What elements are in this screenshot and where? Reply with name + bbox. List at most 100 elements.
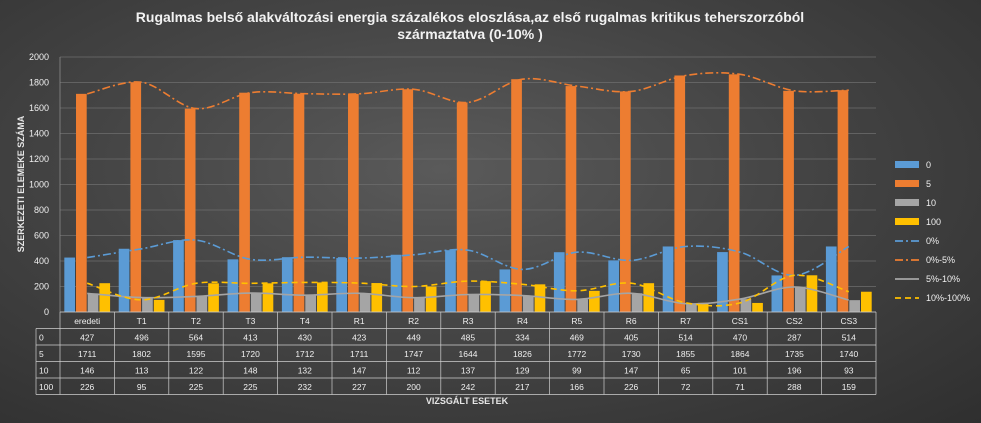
category-label: T2: [191, 316, 201, 326]
data-label: 113: [135, 366, 149, 376]
bar: [717, 252, 728, 312]
y-tick-label: 400: [34, 256, 49, 266]
bar: [425, 286, 437, 312]
data-label: 132: [298, 366, 312, 376]
category-label: R6: [626, 316, 637, 326]
data-label: 469: [570, 333, 584, 343]
bar: [643, 283, 655, 312]
bar: [752, 302, 763, 312]
data-label: 485: [461, 333, 475, 343]
bar: [87, 293, 99, 312]
data-label: 242: [461, 382, 475, 392]
series-key: 100: [39, 382, 53, 392]
bar: [390, 254, 402, 312]
data-label: 147: [624, 366, 638, 376]
bar: [348, 93, 359, 312]
data-label: 129: [515, 366, 529, 376]
legend-label: 10: [926, 198, 936, 208]
bar: [860, 291, 872, 312]
data-label: 101: [733, 366, 747, 376]
category-label: CS3: [841, 316, 858, 326]
data-label: 159: [842, 382, 856, 392]
legend-label: 5: [926, 179, 931, 189]
trendline: [87, 239, 850, 277]
bar: [196, 296, 208, 312]
data-label: 1712: [295, 349, 314, 359]
legend-label: 5%-10%: [926, 274, 960, 284]
series-key: 10: [39, 366, 49, 376]
bar: [511, 79, 522, 312]
y-axis-title: SZERKEZETI ELEMEKE SZÁMA: [16, 115, 26, 252]
trendlines: [86, 72, 850, 307]
data-label: 1730: [622, 349, 641, 359]
bar: [208, 283, 219, 312]
data-label: 148: [243, 366, 257, 376]
data-label: 449: [407, 333, 421, 343]
y-tick-label: 1800: [29, 78, 49, 88]
bar: [674, 75, 686, 312]
bar: [499, 269, 511, 312]
data-label: 427: [80, 333, 94, 343]
data-label: 72: [681, 382, 691, 392]
bar: [456, 102, 468, 312]
gridlines: [59, 56, 876, 313]
data-label: 470: [733, 333, 747, 343]
data-label: 1711: [78, 349, 97, 359]
data-label: 1644: [459, 349, 478, 359]
trendline: [87, 72, 849, 110]
bar: [697, 302, 709, 312]
legend-swatch: [895, 180, 919, 187]
data-label: 226: [80, 382, 94, 392]
data-label: 288: [787, 382, 801, 392]
legend-label: 0%-5%: [926, 255, 955, 265]
bar: [588, 290, 600, 312]
bar: [239, 92, 250, 312]
bar: [522, 295, 534, 312]
category-label: T3: [245, 316, 255, 326]
y-axis-ticks: 0 200 400 600 800 1000 1200 1400 1600 1800 2000: [29, 52, 49, 317]
data-label: 430: [298, 333, 312, 343]
data-label: 112: [407, 366, 421, 376]
series-key: 0: [39, 333, 44, 343]
category-label: CS2: [786, 316, 803, 326]
data-label: 1826: [513, 349, 532, 359]
data-label: 65: [681, 366, 691, 376]
data-label: 93: [844, 366, 854, 376]
bar: [184, 108, 196, 312]
legend-swatch: [895, 199, 919, 206]
bar: [153, 299, 165, 312]
bar: [250, 293, 262, 312]
data-label: 423: [352, 333, 366, 343]
bar: [565, 86, 577, 312]
data-label: 1855: [676, 349, 695, 359]
y-tick-label: 1000: [29, 180, 49, 190]
data-label: 122: [189, 366, 203, 376]
bar: [534, 284, 546, 312]
bar: [740, 299, 752, 312]
data-label: 227: [352, 382, 366, 392]
bar: [837, 90, 849, 313]
data-label: 225: [243, 382, 257, 392]
bar: [608, 260, 620, 312]
data-label: 514: [842, 333, 856, 343]
data-label: 147: [352, 366, 366, 376]
category-label: CS1: [732, 316, 749, 326]
category-label: eredeti: [74, 316, 100, 326]
y-tick-label: 600: [34, 231, 49, 241]
data-label: 496: [135, 333, 149, 343]
legend-swatch: [895, 161, 919, 168]
bar: [783, 90, 794, 312]
data-label: 226: [624, 382, 638, 392]
x-axis-title: VIZSGÁLT ESETEK: [426, 396, 509, 406]
legend: 0 5 10 100 0% 0%-5% 5%-10% 10%-100%: [895, 160, 970, 303]
data-label: 200: [407, 382, 421, 392]
bar: [293, 93, 305, 312]
data-label: 1864: [731, 349, 750, 359]
bar: [414, 297, 425, 312]
data-label: 1772: [567, 349, 586, 359]
bar: [402, 89, 414, 312]
bar: [825, 246, 837, 312]
bar: [99, 283, 111, 312]
data-table: eredeti T1 T2 T3 T4 R1 R2 R3 R4 R5 R6 R7 CS1 CS2 CS3 0 4…: [35, 311, 877, 395]
